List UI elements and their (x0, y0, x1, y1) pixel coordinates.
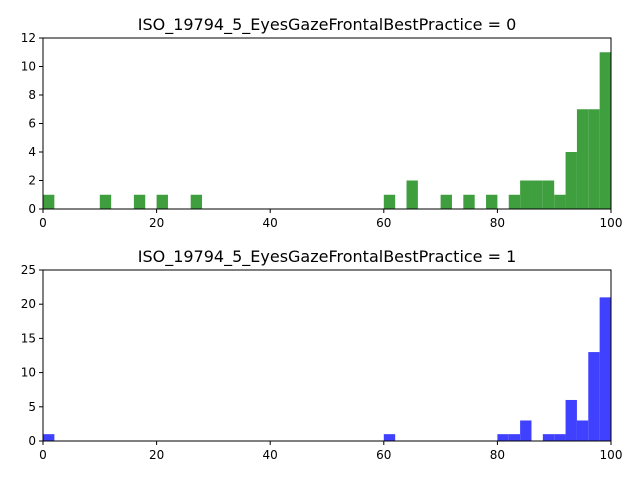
histogram-bar-top-6 (406, 180, 418, 209)
plot-frame-bottom (42, 269, 612, 442)
histogram-bar-top-12 (531, 180, 543, 209)
histogram-bar-top-11 (520, 180, 532, 209)
x-tick-label-top-5: 100 (600, 216, 623, 230)
histogram-bar-top-18 (599, 52, 611, 209)
y-tick-label-top-2: 4 (28, 145, 36, 159)
x-tick-label-bottom-5: 100 (600, 448, 623, 462)
histogram-bar-bottom-6 (554, 434, 566, 441)
x-tick-label-top-1: 20 (149, 216, 164, 230)
x-tick-label-bottom-4: 80 (490, 448, 505, 462)
x-tick-label-top-3: 60 (376, 216, 391, 230)
histogram-bar-top-13 (542, 180, 555, 209)
x-tick-label-bottom-1: 20 (149, 448, 164, 462)
x-tick-label-bottom-3: 60 (376, 448, 391, 462)
x-tick-label-top-2: 40 (263, 216, 278, 230)
histogram-bar-bottom-9 (588, 352, 600, 441)
y-tick-label-bottom-3: 15 (21, 331, 36, 345)
y-tick-label-top-3: 6 (28, 117, 36, 131)
histogram-bar-bottom-2 (497, 434, 509, 441)
x-tick-label-bottom-0: 0 (39, 448, 47, 462)
histogram-bar-top-1 (99, 194, 112, 209)
histogram-bar-bottom-5 (542, 434, 555, 441)
histogram-bar-bottom-1 (383, 434, 396, 441)
histogram-bar-top-0 (43, 194, 55, 209)
y-tick-label-bottom-1: 5 (28, 400, 36, 414)
histogram-bar-bottom-10 (599, 297, 611, 441)
y-tick-label-top-0: 0 (28, 202, 36, 216)
x-tick-label-top-0: 0 (39, 216, 47, 230)
x-tick-label-bottom-2: 40 (263, 448, 278, 462)
histogram-bar-bottom-7 (565, 399, 577, 441)
y-tick-label-top-4: 8 (28, 88, 36, 102)
y-tick-label-bottom-0: 0 (28, 434, 36, 448)
histogram-bar-top-7 (440, 194, 452, 209)
histogram-bar-bottom-8 (576, 420, 589, 441)
y-tick-label-top-6: 12 (21, 31, 36, 45)
x-tick-label-top-4: 80 (490, 216, 505, 230)
y-tick-label-bottom-2: 10 (21, 366, 36, 380)
histogram-bar-top-8 (463, 194, 475, 209)
y-tick-label-top-1: 2 (28, 174, 36, 188)
histogram-panel-top: ISO_19794_5_EyesGazeFrontalBestPractice … (21, 15, 623, 230)
y-tick-label-top-5: 10 (21, 60, 36, 74)
histogram-bar-top-16 (576, 109, 589, 209)
y-tick-label-bottom-4: 20 (21, 297, 36, 311)
histogram-bar-top-9 (486, 194, 498, 209)
histogram-bar-top-5 (383, 194, 396, 209)
histogram-bar-top-17 (588, 109, 600, 209)
chart-title-top: ISO_19794_5_EyesGazeFrontalBestPractice … (138, 15, 517, 35)
histogram-bar-bottom-4 (520, 420, 532, 441)
histogram-bar-top-4 (190, 194, 203, 209)
histogram-bar-top-10 (508, 194, 521, 209)
histogram-bar-bottom-0 (43, 434, 55, 441)
y-tick-label-bottom-5: 25 (21, 263, 36, 277)
histogram-bar-top-15 (565, 152, 577, 209)
histogram-bar-top-3 (156, 194, 168, 209)
histogram-panel-bottom: ISO_19794_5_EyesGazeFrontalBestPractice … (21, 247, 623, 462)
histogram-bar-top-2 (133, 194, 146, 209)
histogram-bar-top-14 (554, 194, 566, 209)
histogram-bar-bottom-3 (508, 434, 521, 441)
chart-title-bottom: ISO_19794_5_EyesGazeFrontalBestPractice … (138, 247, 517, 267)
